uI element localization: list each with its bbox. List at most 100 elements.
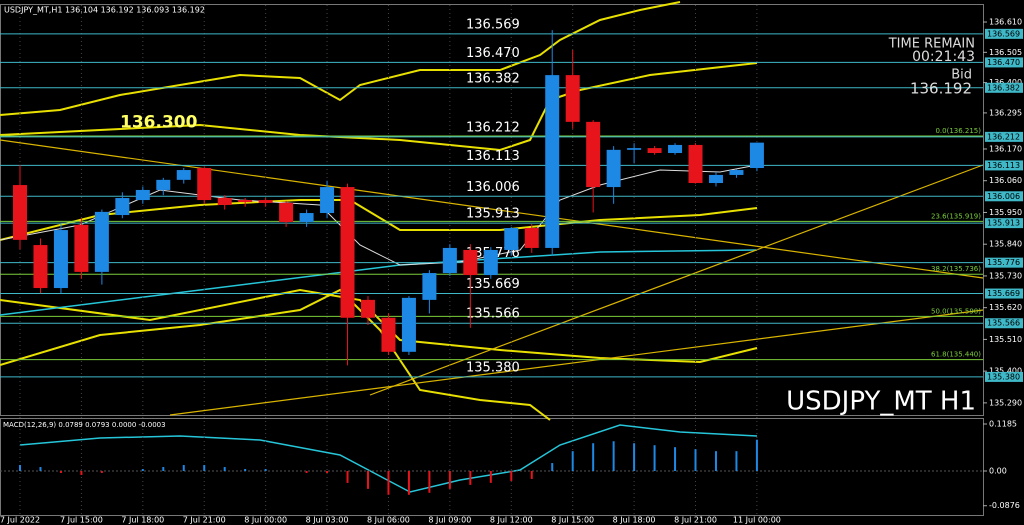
candle-body	[504, 228, 519, 250]
level-label: 136.212	[466, 120, 520, 135]
fast-average	[0, 164, 758, 266]
level-label: 135.566	[466, 307, 520, 322]
candle-body	[176, 170, 191, 180]
y-tick-label: 136.170	[989, 144, 1022, 153]
level-label: 136.006	[466, 180, 520, 195]
level-axis-label: 135.776	[987, 258, 1020, 267]
candle-body	[401, 297, 416, 352]
y-tick-label: 136.060	[989, 176, 1022, 185]
bid: 136.192	[910, 80, 972, 98]
candle-body	[360, 299, 375, 318]
level-label: 136.470	[466, 46, 520, 61]
trend-line	[0, 139, 984, 279]
macd-signal	[19, 424, 758, 493]
time-remain-label: TIME REMAIN	[888, 37, 975, 52]
x-tick-label: 8 Jul 18:00	[613, 516, 656, 525]
level-label: 136.569	[466, 17, 520, 32]
candle-body	[197, 168, 212, 201]
fib-label: 0.0(136.215)	[935, 127, 981, 135]
middle-band	[0, 199, 758, 241]
candle-body	[483, 249, 498, 276]
candle-body	[586, 121, 601, 188]
candle-body	[606, 149, 621, 188]
x-tick-label: 7 Jul 2022	[0, 516, 40, 525]
candle-body	[565, 75, 580, 122]
lower-band	[0, 288, 551, 421]
x-tick-label: 8 Jul 09:00	[428, 516, 471, 525]
level-axis-box	[985, 257, 1023, 268]
x-tick-label: 7 Jul 18:00	[121, 516, 164, 525]
fib-label: 38.2(135.736)	[931, 265, 981, 273]
level-axis-label: 136.382	[987, 83, 1020, 92]
candle-body	[340, 187, 355, 318]
level-axis-label: 135.566	[987, 319, 1020, 328]
upper-band	[0, 1, 681, 116]
y-tick-label: 135.620	[989, 303, 1022, 312]
level-label: 136.113	[466, 149, 520, 164]
level-axis-box	[985, 288, 1023, 299]
level-axis-box	[985, 131, 1023, 142]
macd-title: MACD(12,26,9) 0.0789 0.0793 0.0000 -0.00…	[3, 421, 166, 429]
candle-body	[442, 247, 457, 274]
level-axis-label: 135.913	[987, 219, 1020, 228]
y-tick-label: 136.400	[989, 78, 1022, 87]
candle-body	[94, 211, 109, 272]
x-tick-label: 11 Jul 00:00	[733, 516, 781, 525]
candle-body	[320, 187, 335, 214]
y-tick-label: 135.510	[989, 335, 1022, 344]
y-tick-label: 135.400	[989, 367, 1022, 376]
level-axis-box	[985, 160, 1023, 171]
trend-line	[369, 164, 984, 396]
y-tick-label: 136.505	[989, 48, 1022, 57]
level-axis-box	[985, 371, 1023, 382]
macd-frame	[0, 418, 984, 516]
candle-body	[217, 198, 232, 205]
level-axis-box	[985, 218, 1023, 229]
y-tick-label: 135.290	[989, 398, 1022, 407]
bid-label: Bid	[951, 68, 972, 83]
fib-label: 23.6(135.919)	[931, 212, 981, 220]
y-tick-label: 135.950	[989, 208, 1022, 217]
y-tick-label: 136.610	[989, 18, 1022, 27]
candle-body	[749, 142, 764, 169]
candle-body	[688, 144, 703, 184]
level-label: 136.382	[466, 71, 520, 86]
candle-body	[53, 230, 68, 289]
level-label: 135.913	[466, 207, 520, 222]
watermark: USDJPY_MT H1	[786, 387, 976, 417]
candle-body	[299, 213, 314, 222]
candle-body	[13, 185, 27, 240]
candle-body	[135, 189, 150, 201]
x-tick-label: 8 Jul 00:00	[244, 516, 287, 525]
y-tick-label: 135.730	[989, 271, 1022, 280]
upper-band-inner	[0, 62, 758, 152]
level-axis-label: 135.669	[987, 289, 1020, 298]
candle-body	[115, 198, 130, 216]
header: USDJPY_MT,H1 136.104 136.192 136.093 136…	[4, 6, 205, 15]
level-axis-box	[985, 191, 1023, 202]
level-axis-label: 136.113	[987, 161, 1020, 170]
level-axis-box	[985, 57, 1023, 68]
candle-body	[545, 75, 560, 248]
level-label: 135.669	[466, 277, 520, 292]
y-tick-label: 0.00	[989, 466, 1007, 475]
y-tick-label: 0.1185	[989, 419, 1017, 428]
level-axis-label: 136.569	[987, 29, 1020, 38]
candle-body	[258, 200, 273, 203]
candle-body	[627, 148, 642, 150]
fib-label: 61.8(135.440)	[931, 351, 981, 359]
x-tick-label: 7 Jul 21:00	[183, 516, 226, 525]
candle-body	[238, 200, 253, 203]
x-tick-label: 8 Jul 15:00	[551, 516, 594, 525]
candle-body	[729, 170, 744, 175]
time-remain: 00:21:43	[912, 49, 975, 65]
candle-body	[381, 317, 396, 352]
candle-body	[33, 245, 48, 289]
candle-body	[156, 179, 171, 190]
level-axis-box	[985, 82, 1023, 93]
indicator-lines	[0, 1, 984, 493]
candle-body	[463, 249, 478, 276]
x-tick-label: 8 Jul 12:00	[490, 516, 533, 525]
level-axis-label: 135.380	[987, 372, 1020, 381]
